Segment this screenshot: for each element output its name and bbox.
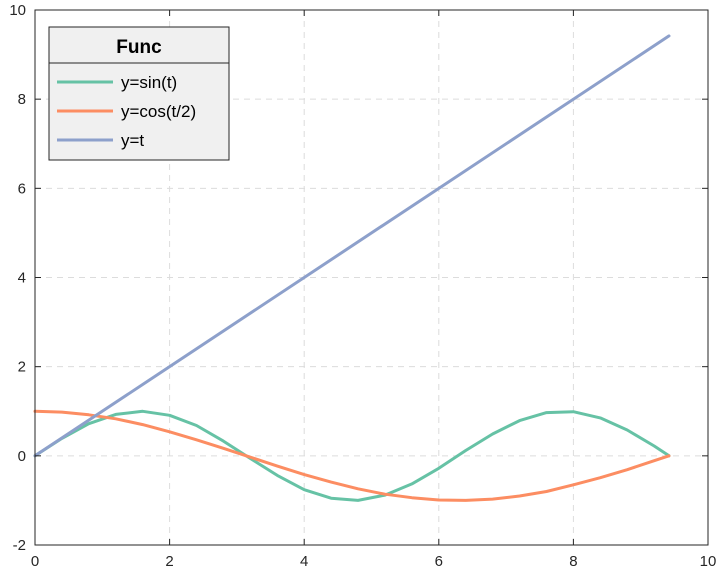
y-tick-label: 10 bbox=[9, 2, 26, 19]
x-tick-label: 4 bbox=[300, 553, 308, 570]
y-tick-label: 4 bbox=[18, 270, 26, 287]
legend-entry: y=t bbox=[121, 131, 144, 150]
y-tick-label: 8 bbox=[18, 91, 26, 108]
y-tick-label: 0 bbox=[18, 448, 26, 465]
x-tick-label: 2 bbox=[165, 553, 173, 570]
legend-box bbox=[48, 26, 230, 161]
legend-entry: y=sin(t) bbox=[121, 73, 177, 92]
series-line bbox=[33, 34, 671, 458]
y-tick-label: 2 bbox=[18, 359, 26, 376]
plot-lines bbox=[33, 34, 671, 502]
ticks: 0 2 4 6 8 10 -2 0 2 4 6 8 10 bbox=[9, 2, 716, 570]
y-tick-label: 6 bbox=[18, 180, 26, 197]
legend-title: Func bbox=[116, 37, 162, 58]
x-tick-label: 8 bbox=[569, 553, 577, 570]
series-line bbox=[33, 409, 671, 502]
x-tick-label: 0 bbox=[31, 553, 39, 570]
x-tick-label: 10 bbox=[700, 553, 717, 570]
legend: Func y=sin(t) y=cos(t/2) y=t bbox=[48, 26, 230, 161]
series-line bbox=[33, 409, 671, 502]
legend-entry: y=cos(t/2) bbox=[121, 102, 196, 121]
y-tick-label: -2 bbox=[13, 537, 26, 554]
x-tick-label: 6 bbox=[435, 553, 443, 570]
